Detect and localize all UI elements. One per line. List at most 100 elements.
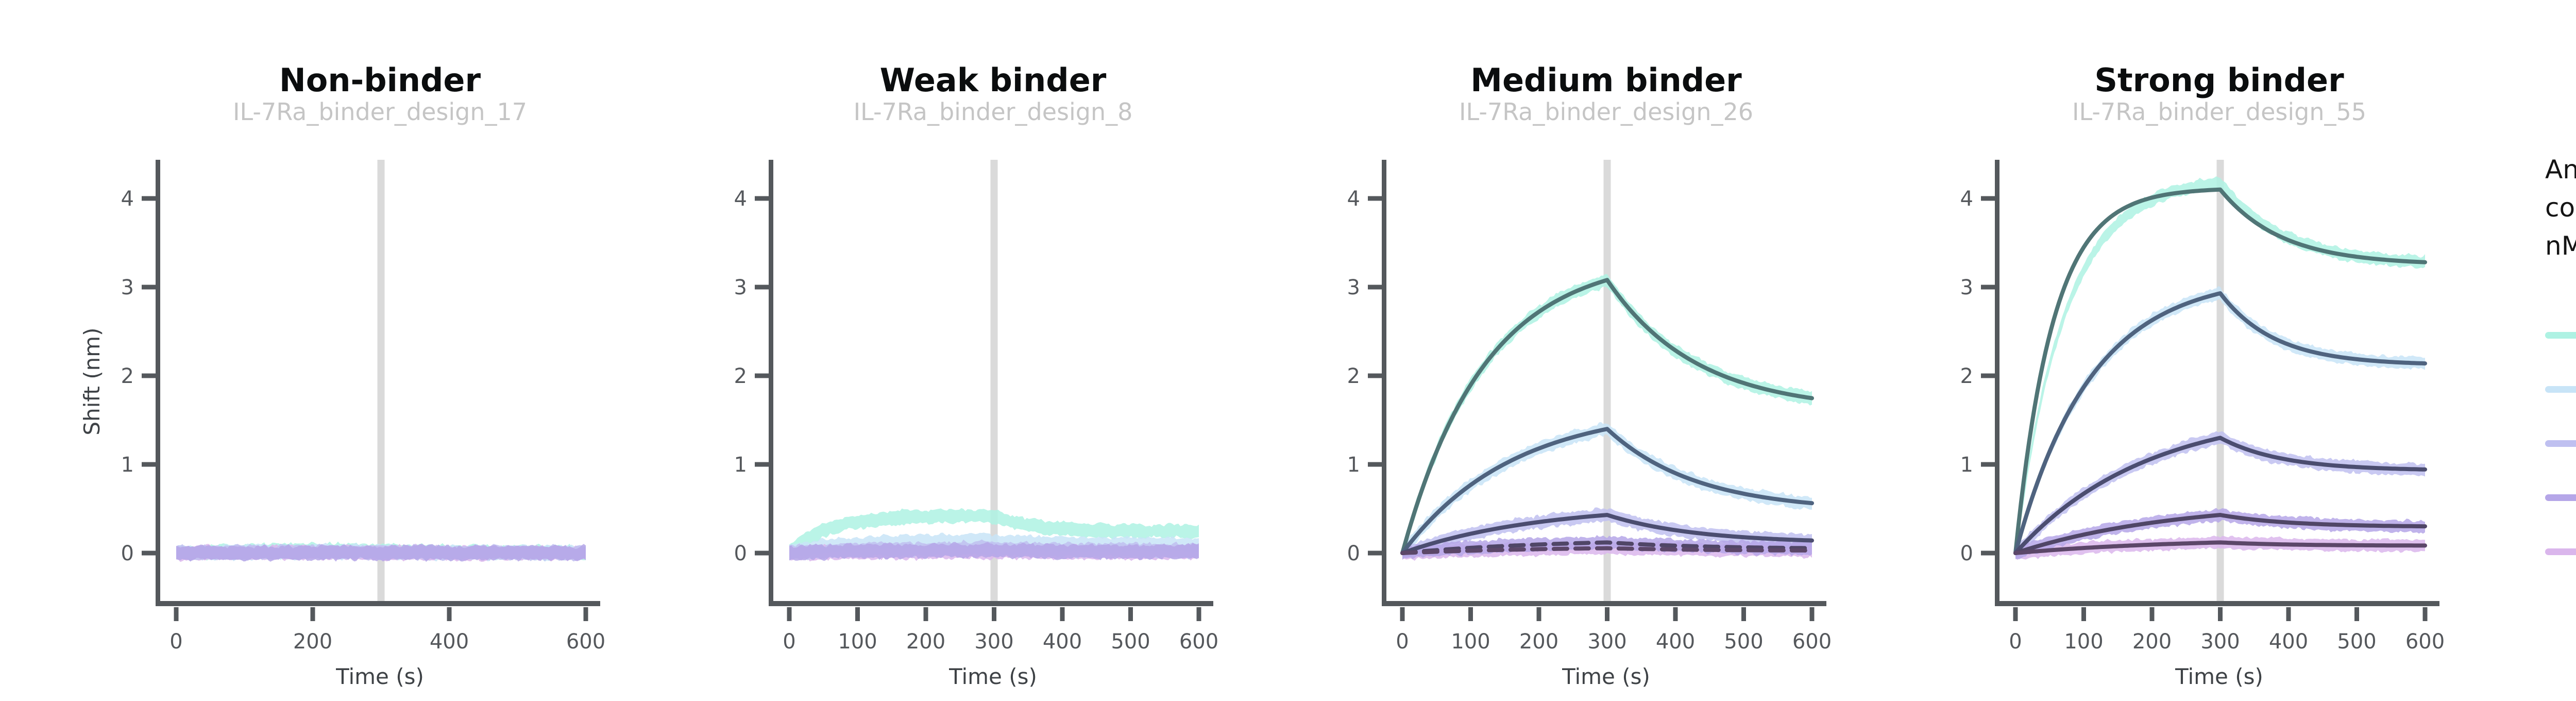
fit-line-500-nM bbox=[2013, 187, 2427, 555]
fit-line-5-nM bbox=[1400, 546, 1814, 555]
x-tick-label: 0 bbox=[783, 630, 795, 654]
y-tick bbox=[1981, 196, 1995, 201]
fit-line-158-nM bbox=[1400, 427, 1814, 555]
x-tick-label: 100 bbox=[2064, 630, 2103, 654]
band-500-nM bbox=[1402, 274, 1812, 560]
y-tick-label: 3 bbox=[1960, 276, 1973, 299]
y-axis bbox=[769, 160, 773, 606]
x-tick bbox=[992, 607, 996, 621]
x-tick-label: 300 bbox=[1587, 630, 1626, 654]
panel-title: Non-binder bbox=[279, 61, 481, 99]
y-tick-label: 4 bbox=[1960, 187, 1973, 211]
x-tick bbox=[1400, 607, 1405, 621]
x-tick bbox=[174, 607, 179, 621]
legend-swatch-5nM-icon bbox=[2545, 548, 2576, 555]
y-tick-label: 3 bbox=[1347, 276, 1360, 299]
x-tick bbox=[1673, 607, 1678, 621]
y-tick-label: 2 bbox=[734, 364, 747, 388]
fit-line-500-nM bbox=[1400, 278, 1814, 555]
y-tick bbox=[1368, 285, 1382, 290]
y-tick-label: 3 bbox=[734, 276, 747, 299]
y-tick bbox=[1981, 462, 1995, 467]
y-tick bbox=[142, 196, 156, 201]
fit-line-50-nM bbox=[2013, 436, 2427, 555]
fit-line-15.8-nM bbox=[1400, 540, 1814, 555]
sensorgram-plot: 0 100 200 300 400 500 600 0 1 2 3 4 bbox=[1960, 160, 2445, 654]
y-tick bbox=[755, 196, 769, 201]
y-tick bbox=[1981, 285, 1995, 290]
x-tick-label: 0 bbox=[1396, 630, 1409, 654]
x-tick-label: 200 bbox=[293, 630, 332, 654]
x-tick-label: 400 bbox=[1043, 630, 1082, 654]
x-tick-label: 300 bbox=[2200, 630, 2240, 654]
x-tick-label: 400 bbox=[1656, 630, 1695, 654]
fit-line-15.8-nM bbox=[2013, 513, 2427, 555]
x-tick bbox=[1060, 607, 1065, 621]
x-tick bbox=[1605, 607, 1609, 621]
x-tick-label: 600 bbox=[2405, 630, 2445, 654]
x-tick bbox=[787, 607, 792, 621]
y-tick-label: 3 bbox=[121, 276, 134, 299]
y-tick bbox=[755, 550, 769, 556]
legend: Analyte concentration (in nM) 500.0 158.… bbox=[2514, 0, 2576, 701]
panel-subtitle: IL-7Ra_binder_design_26 bbox=[1459, 98, 1754, 126]
x-tick bbox=[2081, 607, 2086, 621]
x-tick-label: 300 bbox=[974, 630, 1013, 654]
y-tick-label: 1 bbox=[734, 453, 747, 477]
panel-weak-binder: Weak binder IL-7Ra_binder_design_8 0 100 2… bbox=[644, 0, 1257, 701]
x-tick bbox=[310, 607, 315, 621]
y-tick-label: 1 bbox=[121, 453, 134, 477]
panel-non-binder: Non-binder IL-7Ra_binder_design_17 0 200 4… bbox=[31, 0, 644, 701]
x-axis-label: Time (s) bbox=[2175, 664, 2263, 689]
panel-medium-binder: Medium binder IL-7Ra_binder_design_26 0 1… bbox=[1257, 0, 1870, 701]
x-tick bbox=[1809, 607, 1815, 621]
y-tick-label: 2 bbox=[1960, 364, 1973, 388]
x-tick-label: 0 bbox=[2009, 630, 2022, 654]
y-tick bbox=[1368, 462, 1382, 467]
x-tick-label: 600 bbox=[1792, 630, 1832, 654]
y-tick bbox=[1981, 373, 1995, 378]
legend-entry-50nM: 50.0 bbox=[2545, 431, 2576, 456]
phase-boundary-line bbox=[2216, 160, 2224, 603]
panel-title: Medium binder bbox=[1470, 61, 1742, 99]
panel-strong-binder: Strong binder IL-7Ra_binder_design_55 0 1… bbox=[1870, 0, 2483, 701]
legend-entry-158nM: 158.0 bbox=[2545, 377, 2576, 402]
x-tick bbox=[1128, 607, 1133, 621]
y-tick-label: 1 bbox=[1347, 453, 1360, 477]
x-tick bbox=[1196, 607, 1201, 621]
phase-boundary-line bbox=[990, 160, 998, 603]
x-tick-label: 100 bbox=[1451, 630, 1490, 654]
fit-line-158-nM bbox=[2013, 291, 2427, 555]
x-tick-label: 500 bbox=[2337, 630, 2376, 654]
y-tick bbox=[755, 373, 769, 378]
x-axis-label: Time (s) bbox=[1562, 664, 1650, 689]
legend-swatch-15.8nM-icon bbox=[2545, 494, 2576, 501]
x-tick bbox=[2286, 607, 2291, 621]
x-tick-label: 400 bbox=[430, 630, 469, 654]
y-axis bbox=[1382, 160, 1386, 606]
y-tick bbox=[142, 550, 156, 556]
x-tick-label: 200 bbox=[906, 630, 945, 654]
x-tick bbox=[2422, 607, 2428, 621]
x-tick bbox=[1741, 607, 1746, 621]
y-tick-label: 2 bbox=[121, 364, 134, 388]
x-tick-label: 200 bbox=[2132, 630, 2172, 654]
y-tick bbox=[142, 373, 156, 378]
x-tick-label: 500 bbox=[1111, 630, 1150, 654]
x-axis bbox=[156, 601, 600, 606]
x-axis bbox=[769, 601, 1213, 606]
legend-swatch-500nM-icon bbox=[2545, 331, 2576, 339]
legend-swatch-158nM-icon bbox=[2545, 386, 2576, 393]
x-tick-label: 500 bbox=[1724, 630, 1763, 654]
y-tick-label: 0 bbox=[1960, 542, 1973, 565]
legend-entry-500nM: 500.0 bbox=[2545, 323, 2576, 347]
band-15.8-nM bbox=[2015, 508, 2425, 559]
y-axis bbox=[156, 160, 160, 606]
x-tick-label: 0 bbox=[170, 630, 182, 654]
y-tick-label: 0 bbox=[1347, 542, 1360, 565]
x-tick-label: 200 bbox=[1519, 630, 1558, 654]
x-tick bbox=[2013, 607, 2018, 621]
y-tick bbox=[142, 285, 156, 290]
legend-entry-15.8nM: 15.8 bbox=[2545, 485, 2576, 510]
